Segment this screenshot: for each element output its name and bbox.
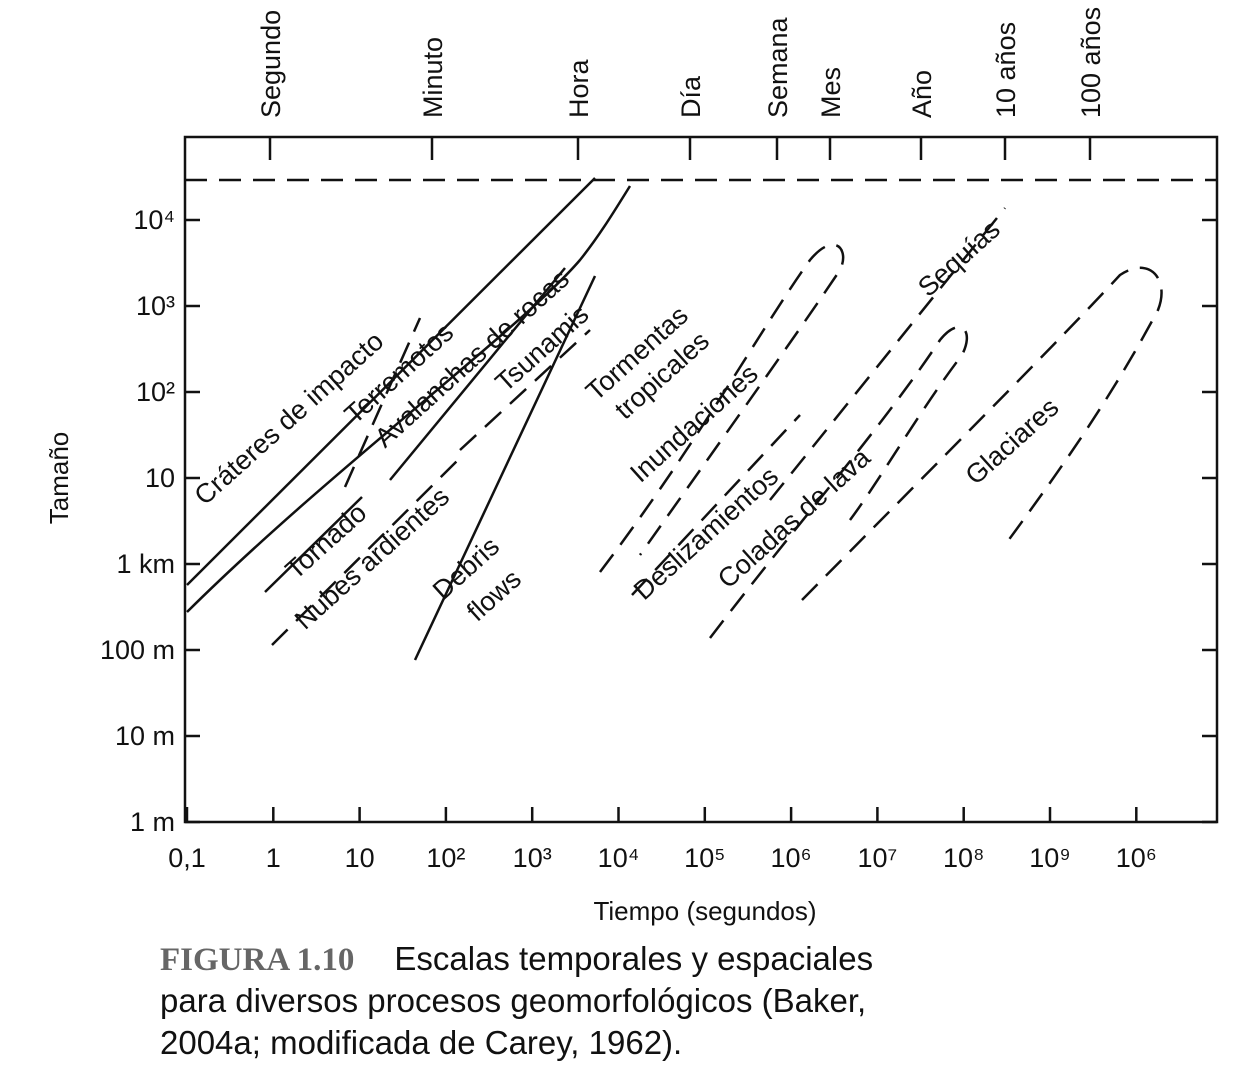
y-tick-label: 10 (145, 463, 175, 493)
y-tick-label: 1 m (130, 807, 175, 837)
y-tick-label: 100 m (100, 635, 175, 665)
x-tick-label: 10⁹ (1029, 843, 1071, 873)
top-axis-label: 10 años (991, 22, 1021, 118)
y-tick-label: 10 m (115, 721, 175, 751)
caption-figure: FIGURA 1.10 (160, 942, 354, 978)
y-tick-label: 10² (136, 377, 175, 407)
y-tick-label: 10³ (136, 291, 175, 321)
caption-line: 2004a; modificada de Carey, 1962). (160, 1024, 682, 1061)
x-tick-label: 10 (345, 843, 375, 873)
x-tick-label: 10⁶ (1116, 843, 1157, 873)
x-tick-label: 10⁴ (598, 843, 640, 873)
top-axis-label: Segundo (256, 10, 286, 118)
x-tick-label: 10⁶ (771, 843, 812, 873)
x-axis-title: Tiempo (segundos) (593, 896, 816, 926)
caption-line: para diversos procesos geomorfológicos (… (160, 982, 866, 1019)
caption-line: Escalas temporales y espaciales (394, 940, 873, 977)
x-tick-label: 10³ (513, 843, 552, 873)
top-axis-label: 100 años (1076, 7, 1106, 118)
y-axis-title: Tamaño (44, 432, 74, 525)
top-axis-label: Año (907, 70, 937, 118)
top-axis-label: Mes (816, 67, 846, 118)
top-axis-label: Semana (763, 16, 793, 118)
process-lines (186, 177, 1163, 661)
x-tick-label: 10⁵ (684, 843, 725, 873)
top-axis-label: Hora (564, 58, 594, 118)
process-label: Sequías (912, 214, 1006, 303)
y-tick-label: 1 km (116, 549, 175, 579)
top-axis-label: Día (676, 75, 706, 118)
x-tick-label: 10⁷ (857, 843, 897, 873)
process-label: Glaciares (960, 392, 1065, 491)
caption: FIGURA 1.10 Escalas temporales y espacial… (160, 940, 882, 1061)
top-axis-label: Minuto (418, 37, 448, 118)
plot-frame (183, 135, 1219, 824)
y-tick-label: 10⁴ (133, 205, 175, 235)
x-tick-label: 10⁸ (943, 843, 984, 873)
x-tick-label: 0,1 (168, 843, 206, 873)
x-tick-label: 10² (426, 843, 465, 873)
x-tick-label: 1 (266, 843, 281, 873)
